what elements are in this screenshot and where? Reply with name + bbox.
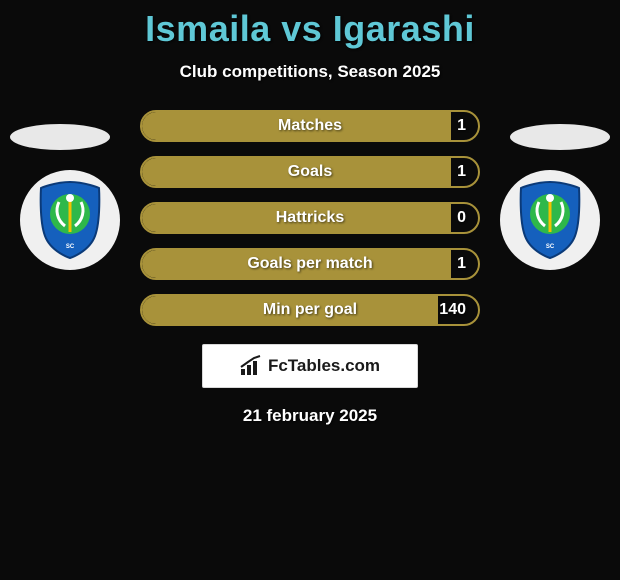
- svg-text:SC: SC: [66, 244, 75, 250]
- stat-value: 1: [457, 112, 466, 140]
- stats-panel: Matches 1 Goals 1 Hattricks 0 Goals per …: [140, 110, 480, 326]
- stat-value: 0: [457, 204, 466, 232]
- team-badge-right: SC: [500, 170, 600, 270]
- stat-label: Hattricks: [142, 204, 478, 232]
- player-photo-placeholder-left: [10, 124, 110, 150]
- brand-box[interactable]: FcTables.com: [202, 344, 418, 388]
- stat-label: Goals per match: [142, 250, 478, 278]
- page-title: Ismaila vs Igarashi: [0, 8, 620, 50]
- date-text: 21 february 2025: [0, 406, 620, 426]
- stat-row: Goals per match 1: [140, 248, 480, 280]
- stat-row: Hattricks 0: [140, 202, 480, 234]
- svg-text:SC: SC: [546, 244, 555, 250]
- stat-label: Matches: [142, 112, 478, 140]
- stat-value: 140: [439, 296, 466, 324]
- team-crest-right-icon: SC: [515, 180, 585, 260]
- subtitle: Club competitions, Season 2025: [0, 62, 620, 82]
- stat-row: Matches 1: [140, 110, 480, 142]
- stat-row: Min per goal 140: [140, 294, 480, 326]
- stat-row: Goals 1: [140, 156, 480, 188]
- stat-label: Goals: [142, 158, 478, 186]
- bar-chart-icon: [240, 355, 262, 377]
- brand-text: FcTables.com: [268, 356, 380, 376]
- stat-value: 1: [457, 158, 466, 186]
- stat-value: 1: [457, 250, 466, 278]
- stat-label: Min per goal: [142, 296, 478, 324]
- team-badge-left: SC: [20, 170, 120, 270]
- player-photo-placeholder-right: [510, 124, 610, 150]
- team-crest-left-icon: SC: [35, 180, 105, 260]
